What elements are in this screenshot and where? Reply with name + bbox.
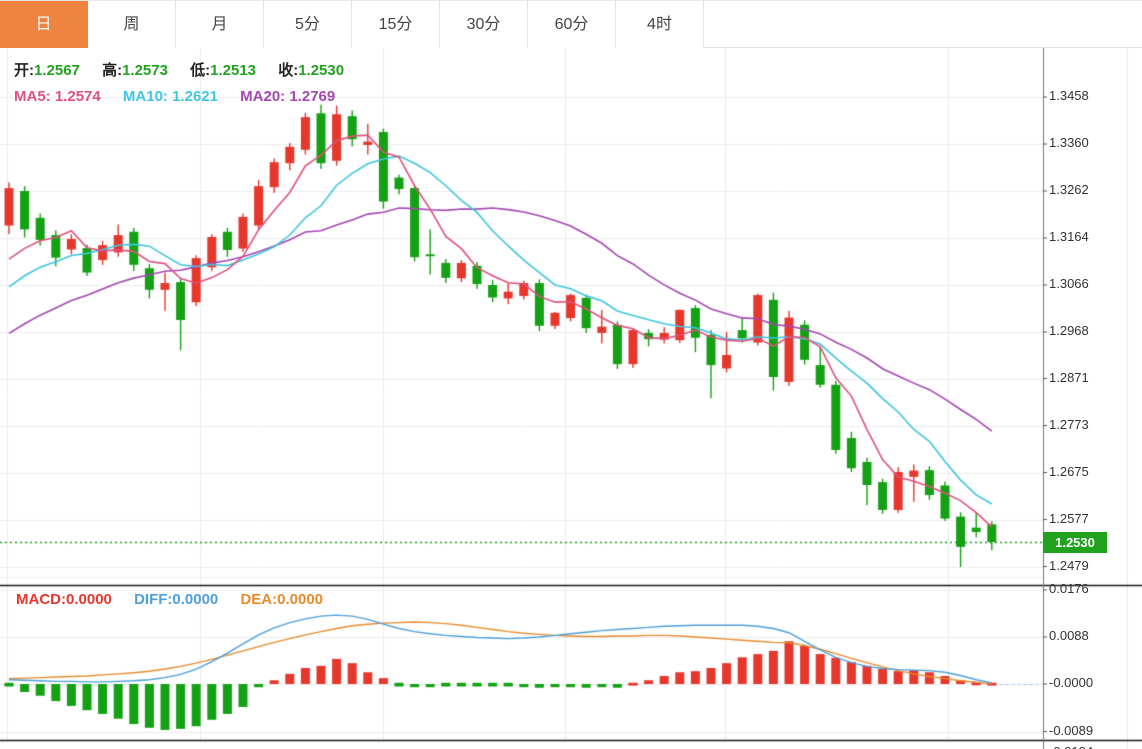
y-axis-label: 1.3458 xyxy=(1049,88,1089,103)
ma10-value: 1.2621 xyxy=(172,88,218,105)
price-badge: 1.2530 xyxy=(1043,532,1107,553)
high-value: 1.2573 xyxy=(122,62,168,79)
tab-30min[interactable]: 30分 xyxy=(440,1,528,48)
tab-day[interactable]: 日 xyxy=(0,1,88,48)
tab-week[interactable]: 周 xyxy=(88,1,176,48)
diff-label: DIFF: xyxy=(134,591,173,608)
ma20-value: 1.2769 xyxy=(289,88,336,105)
open-label: 开: xyxy=(14,62,34,79)
high-label: 高: xyxy=(102,62,123,79)
y-axis-label: 1.2773 xyxy=(1049,416,1089,432)
macd-value: 0.0000 xyxy=(66,591,112,608)
y-axis-label: 1.3262 xyxy=(1049,182,1089,197)
low-label: 低: xyxy=(190,62,211,79)
y-axis-label: 1.2871 xyxy=(1049,369,1089,385)
open-value: 1.2567 xyxy=(34,62,80,79)
macd-label: MACD: xyxy=(16,591,66,608)
ma5-label: MA5: xyxy=(14,88,51,105)
ohlc-legend: 开:1.2567 高:1.2573 低:1.2513 收:1.2530 xyxy=(14,59,362,80)
ma20-label: MA20: xyxy=(240,88,286,105)
period-toolbar: 日 周 月 5分 15分 30分 60分 4时 xyxy=(0,0,1142,48)
y-axis-label: 1.3164 xyxy=(1049,229,1089,244)
tab-4hour[interactable]: 4时 xyxy=(616,1,704,48)
y-axis-label: 0.0088 xyxy=(1049,628,1089,643)
y-axis-label: -0.0000 xyxy=(1049,675,1094,690)
y-axis-label: 1.2479 xyxy=(1049,557,1089,573)
ma-legend: MA5: 1.2574 MA10: 1.2621 MA20: 1.2769 xyxy=(14,88,353,105)
y-axis-label: 1.3360 xyxy=(1049,135,1089,150)
dea-value: 0.0000 xyxy=(277,591,324,608)
y-axis-label: 0.0176 xyxy=(1049,581,1089,596)
y-axis-label: 1.2577 xyxy=(1049,510,1089,526)
tab-5min[interactable]: 5分 xyxy=(264,1,352,48)
y-axis-label: -0.0184 xyxy=(1049,744,1093,749)
ma5-value: 1.2574 xyxy=(54,88,101,105)
y-axis-label: -0.0089 xyxy=(1049,722,1094,738)
tab-month[interactable]: 月 xyxy=(176,1,264,48)
tab-60min[interactable]: 60分 xyxy=(528,1,616,48)
dea-label: DEA: xyxy=(240,591,278,608)
y-axis-label: 1.2675 xyxy=(1049,463,1089,479)
ma10-label: MA10: xyxy=(122,88,168,105)
diff-value: 0.0000 xyxy=(172,591,219,608)
y-axis-label: 1.3066 xyxy=(1049,276,1089,291)
low-value: 1.2513 xyxy=(210,62,257,79)
tab-15min[interactable]: 15分 xyxy=(352,1,440,48)
macd-legend: MACD:0.0000 DIFF:0.0000 DEA:0.0000 xyxy=(16,591,341,608)
y-axis-label: 1.2968 xyxy=(1049,323,1089,338)
close-label: 收: xyxy=(278,62,299,79)
close-value: 1.2530 xyxy=(298,62,345,79)
